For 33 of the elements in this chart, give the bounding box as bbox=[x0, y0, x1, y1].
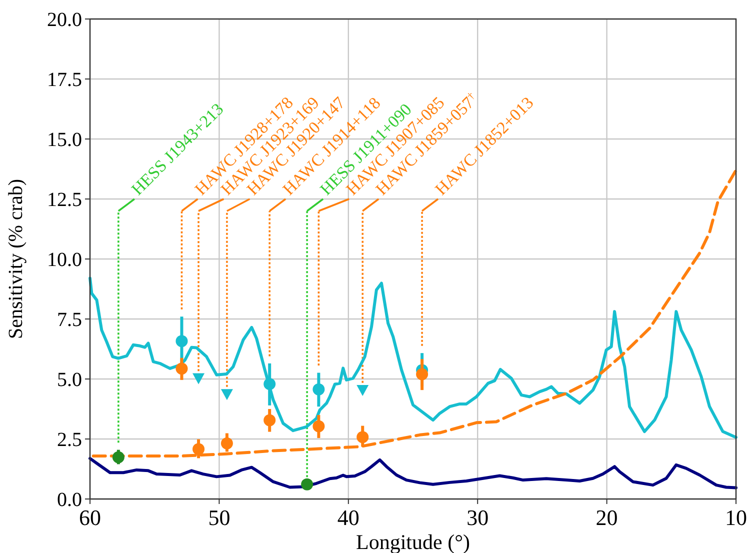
y-tick-label: 7.5 bbox=[57, 309, 82, 331]
y-tick-label: 20.0 bbox=[47, 9, 82, 31]
x-tick-label: 30 bbox=[466, 505, 489, 530]
x-tick-label: 40 bbox=[337, 505, 360, 530]
point bbox=[220, 437, 233, 450]
point bbox=[176, 362, 188, 375]
y-tick-label: 5.0 bbox=[57, 369, 82, 391]
y-tick-label: 17.5 bbox=[47, 69, 82, 91]
y-tick-label: 10.0 bbox=[47, 249, 82, 271]
y-tick-label: 12.5 bbox=[47, 189, 82, 211]
point bbox=[264, 378, 276, 390]
x-tick-label: 60 bbox=[79, 505, 101, 530]
point bbox=[264, 414, 276, 426]
point bbox=[220, 389, 233, 400]
point bbox=[356, 385, 369, 396]
x-tick-label: 50 bbox=[208, 505, 230, 530]
x-tick-label: 10 bbox=[725, 505, 747, 530]
y-tick-label: 15.0 bbox=[47, 129, 82, 151]
line-series bbox=[88, 276, 738, 439]
y-tick-label: 0.0 bbox=[57, 489, 82, 511]
line-series bbox=[88, 456, 738, 490]
point bbox=[312, 420, 325, 432]
point bbox=[176, 335, 188, 348]
point bbox=[192, 443, 205, 456]
point bbox=[312, 383, 325, 396]
point bbox=[356, 431, 369, 444]
x-tick-label: 20 bbox=[596, 505, 618, 530]
point bbox=[301, 478, 314, 490]
point bbox=[416, 368, 428, 380]
point bbox=[192, 373, 205, 384]
y-tick-label: 2.5 bbox=[57, 429, 82, 451]
y-axis-title: Sensitivity (% crab) bbox=[5, 179, 27, 339]
point bbox=[112, 451, 124, 464]
